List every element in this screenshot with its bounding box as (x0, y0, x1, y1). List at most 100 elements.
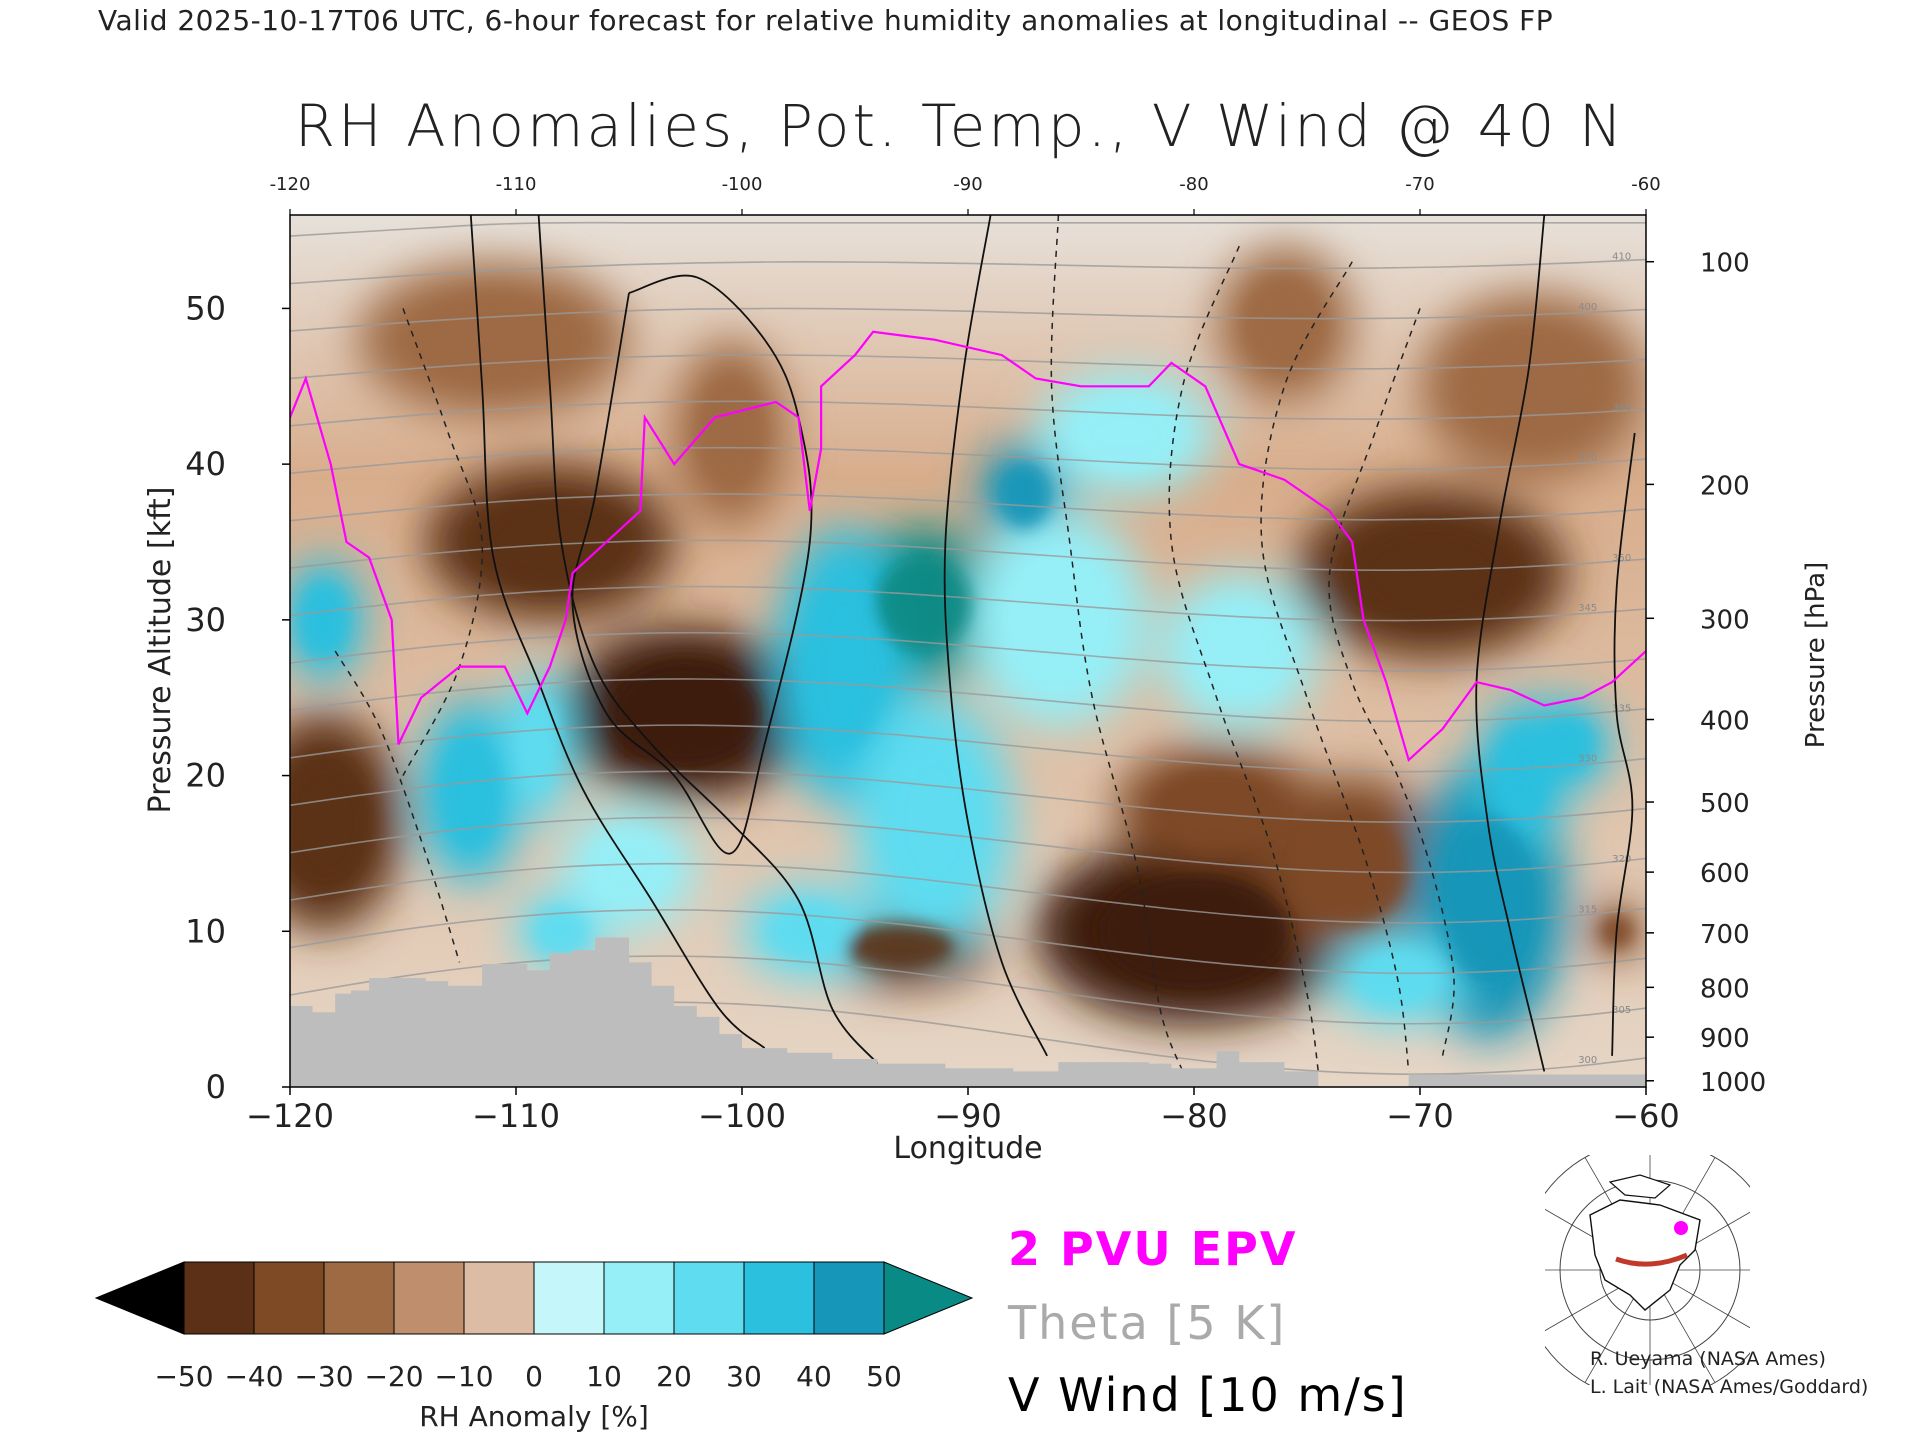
pressure-tick-label: 700 (1700, 920, 1750, 950)
theta-label: 320 (1612, 854, 1631, 865)
top-tick-label: -120 (270, 174, 311, 195)
top-tick-label: -80 (1179, 174, 1208, 195)
colorbar-label: RH Anomaly [%] (419, 1400, 649, 1433)
colorbar-tick-label: 50 (866, 1360, 902, 1393)
x-axis-label: Longitude (893, 1131, 1042, 1166)
colorbar-bin (393, 1261, 465, 1335)
colorbar-tick-label: 10 (586, 1360, 622, 1393)
rh-anomaly-core (1099, 875, 1289, 988)
rh-anomaly-core (803, 582, 885, 751)
theta-isentrope (290, 493, 1646, 522)
x-tick-label: −70 (1386, 1097, 1454, 1135)
theta-label: 305 (1612, 1005, 1631, 1016)
y-tick-label: 30 (185, 601, 226, 639)
vwind-positive-contour (943, 215, 1048, 1057)
pressure-axis-label: Pressure [hPa] (1801, 562, 1831, 749)
theta-label: 315 (1578, 904, 1597, 915)
x-tick-label: −80 (1160, 1097, 1228, 1135)
rh-anomaly-core (1465, 330, 1601, 443)
vwind-positive-contour (537, 215, 879, 1065)
colorbar-tick-label: 30 (726, 1360, 762, 1393)
vwind-negative-contour (1050, 215, 1184, 1072)
rh-anomaly-core (588, 831, 670, 907)
theta-label: 335 (1612, 704, 1631, 715)
pressure-tick-label: 500 (1700, 789, 1750, 819)
theta-isentrope (290, 724, 1646, 773)
theta-label: 400 (1578, 302, 1597, 313)
colorbar-bin (533, 1261, 605, 1335)
pressure-tick-label: 200 (1700, 471, 1750, 501)
vwind-negative-contour (402, 308, 484, 776)
inset-map-group (1545, 1155, 1750, 1385)
rh-anomaly-core (290, 756, 372, 888)
theta-label: 370 (1578, 453, 1597, 464)
theta-isentrope (290, 585, 1646, 622)
pressure-tick-label: 300 (1700, 605, 1750, 635)
theta-label: 345 (1578, 603, 1597, 614)
colorbar-tick-label: 40 (796, 1360, 832, 1393)
rh-anomaly-core (1349, 521, 1513, 625)
colorbar-max-arrow (883, 1261, 974, 1335)
rh-anomaly-core (534, 907, 589, 955)
top-tick-label: -100 (722, 174, 763, 195)
colorbar-tick-label: −20 (364, 1360, 423, 1393)
theta-isentrope (290, 955, 1646, 1025)
legend-theta: Theta [5 K] (1008, 1296, 1287, 1350)
rh-anomaly-core (610, 661, 761, 765)
colorbar-min-arrow (94, 1261, 185, 1335)
pressure-tick-label: 100 (1700, 249, 1750, 279)
vwind-positive-contour (1611, 432, 1636, 1056)
colorbar-tick-label: 0 (525, 1360, 543, 1393)
rh-anomaly-core (1071, 395, 1181, 471)
chart-title: RH Anomalies, Pot. Temp., V Wind @ 40 N (294, 92, 1626, 160)
header-title: Valid 2025-10-17T06 UTC, 6-hour forecast… (98, 4, 1554, 37)
theta-isentrope (290, 258, 1646, 285)
colorbar-tick-label: −30 (294, 1360, 353, 1393)
pressure-tick-label: 900 (1700, 1024, 1750, 1054)
theta-label: 300 (1578, 1055, 1597, 1066)
x-tick-label: −100 (698, 1097, 786, 1135)
rh-anomaly-core (1191, 604, 1287, 698)
vwind-contours (334, 215, 1636, 1072)
vwind-positive-contour (571, 274, 813, 855)
pvu-2-contour (290, 330, 1646, 763)
rh-anomaly-core (696, 376, 765, 490)
y-axis-label: Pressure Altitude [kft] (143, 487, 178, 814)
theta-label: 310 (1646, 955, 1665, 966)
y-tick-label: 0 (206, 1068, 226, 1106)
x-tick-label: −110 (472, 1097, 560, 1135)
vwind-negative-contour (1328, 308, 1455, 1057)
rh-anomaly-core (997, 462, 1052, 528)
inset-landmass (1589, 1199, 1701, 1311)
terrain (290, 937, 1646, 1087)
rh-anomaly-core (886, 747, 982, 898)
theta-isentrope (290, 770, 1646, 823)
theta-label: 350 (1612, 553, 1631, 564)
rh-anomaly-core (1004, 554, 1113, 686)
top-tick-label: -110 (496, 174, 537, 195)
vwind-positive-contour (1475, 215, 1546, 1072)
theta-contours: 300 305 310 315 320 325 330 335 340 345 350 360 370 3… (290, 221, 1665, 1075)
colorbar-tick-label: −40 (224, 1360, 283, 1393)
top-tick-label: -90 (953, 174, 982, 195)
theta-label: 380 (1612, 402, 1631, 413)
y-tick-label: 50 (185, 289, 226, 327)
inset-cross-section-line (1615, 1252, 1688, 1267)
rh-anomaly-core (439, 735, 502, 848)
colorbar-tick-label: −10 (434, 1360, 493, 1393)
legend-pvu: 2 PVU EPV (1008, 1222, 1298, 1276)
rh-anomaly-core (875, 557, 971, 651)
colorbar-bin (673, 1261, 745, 1335)
rh-field-core (290, 277, 1633, 1007)
y-tick-label: 40 (185, 445, 226, 483)
theta-isentrope (290, 539, 1646, 572)
theta-label: 360 (1646, 503, 1665, 514)
colorbar-bin (603, 1261, 675, 1335)
pressure-tick-label: 600 (1700, 859, 1750, 889)
colorbar-bin (743, 1261, 815, 1335)
colorbar-bin (183, 1261, 255, 1335)
y-tick-label: 10 (185, 912, 226, 950)
x-tick-label: −60 (1612, 1097, 1680, 1135)
theta-isentrope (290, 862, 1646, 924)
colorbar-bin (253, 1261, 325, 1335)
